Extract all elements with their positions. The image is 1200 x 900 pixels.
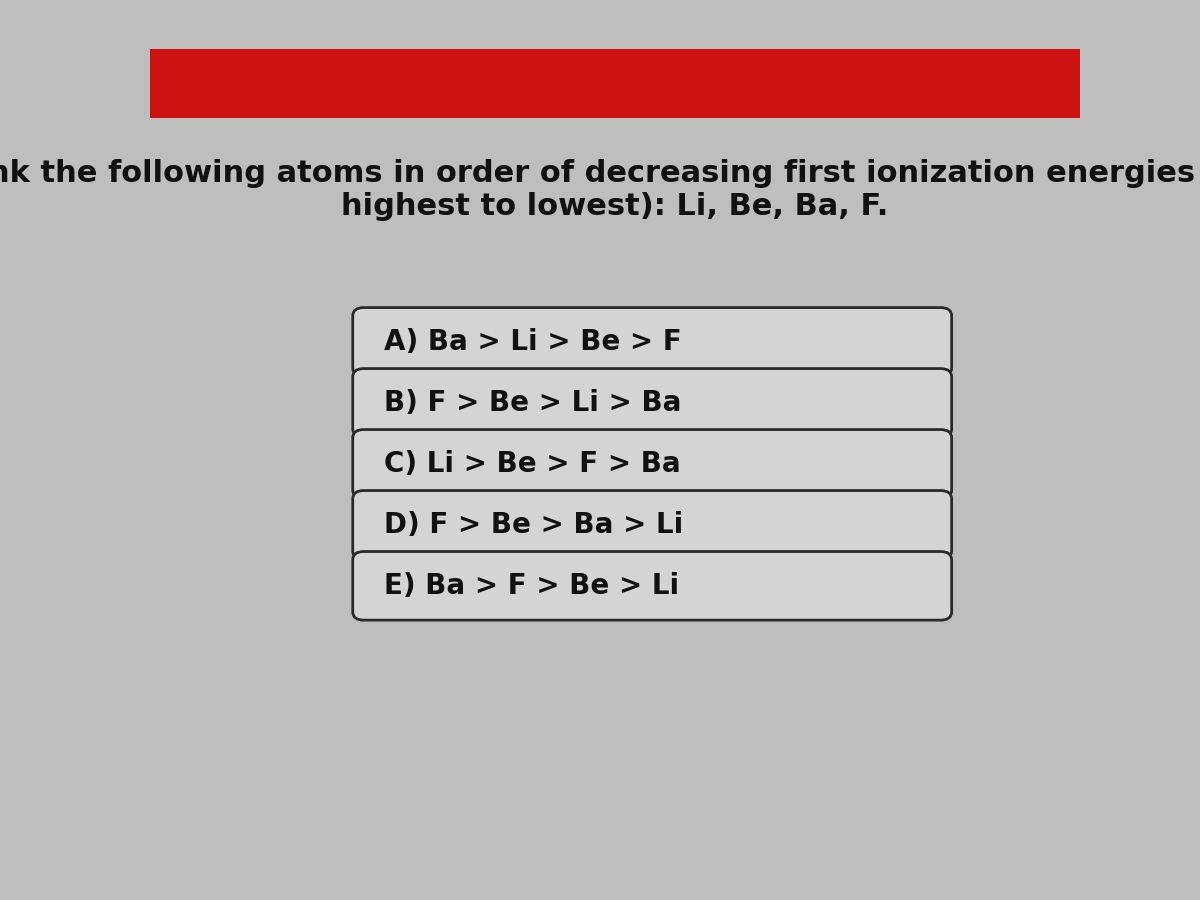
FancyBboxPatch shape xyxy=(353,308,952,376)
FancyBboxPatch shape xyxy=(353,369,952,437)
Text: D) F > Be > Ba > Li: D) F > Be > Ba > Li xyxy=(384,511,684,539)
Text: A) Ba > Li > Be > F: A) Ba > Li > Be > F xyxy=(384,328,682,356)
FancyBboxPatch shape xyxy=(353,491,952,559)
Bar xyxy=(150,50,1080,119)
FancyBboxPatch shape xyxy=(353,552,952,620)
Text: Rank the following atoms in order of decreasing first ionization energies (i.e.,: Rank the following atoms in order of dec… xyxy=(0,159,1200,188)
Text: E) Ba > F > Be > Li: E) Ba > F > Be > Li xyxy=(384,572,679,599)
Text: highest to lowest): Li, Be, Ba, F.: highest to lowest): Li, Be, Ba, F. xyxy=(341,192,889,220)
FancyBboxPatch shape xyxy=(353,429,952,499)
Text: C) Li > Be > F > Ba: C) Li > Be > F > Ba xyxy=(384,450,680,478)
Text: B) F > Be > Li > Ba: B) F > Be > Li > Ba xyxy=(384,389,682,417)
